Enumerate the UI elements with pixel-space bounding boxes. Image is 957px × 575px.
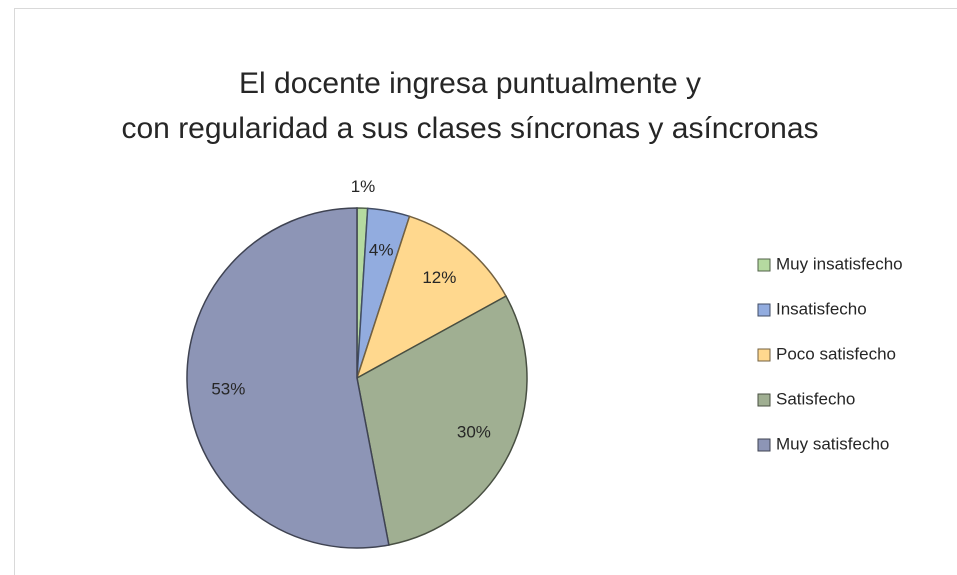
pie-slice: [186, 207, 390, 549]
legend-label: Muy satisfecho: [776, 434, 889, 453]
pie-slice: [356, 295, 528, 546]
legend-swatch: [757, 393, 771, 407]
title-line: con regularidad a sus clases síncronas y…: [121, 112, 818, 145]
legend-swatch: [757, 258, 771, 272]
legend-swatch: [757, 438, 771, 452]
pie-slice: [355, 215, 507, 380]
legend-swatch: [757, 348, 771, 362]
chart-title: El docente ingresa puntualmente y con reg…: [121, 67, 818, 145]
legend-label: Insatisfecho: [776, 299, 867, 318]
data-label: 30%: [457, 422, 491, 441]
title-line: El docente ingresa puntualmente y: [239, 67, 701, 100]
data-label: 12%: [422, 268, 456, 287]
data-label: 53%: [211, 380, 245, 399]
legend-swatch: [757, 303, 771, 317]
data-label: 1%: [351, 177, 376, 196]
data-label: 4%: [369, 241, 394, 260]
legend-label: Poco satisfecho: [776, 344, 896, 363]
legend-label: Satisfecho: [776, 389, 855, 408]
legend-label: Muy insatisfecho: [776, 254, 903, 273]
